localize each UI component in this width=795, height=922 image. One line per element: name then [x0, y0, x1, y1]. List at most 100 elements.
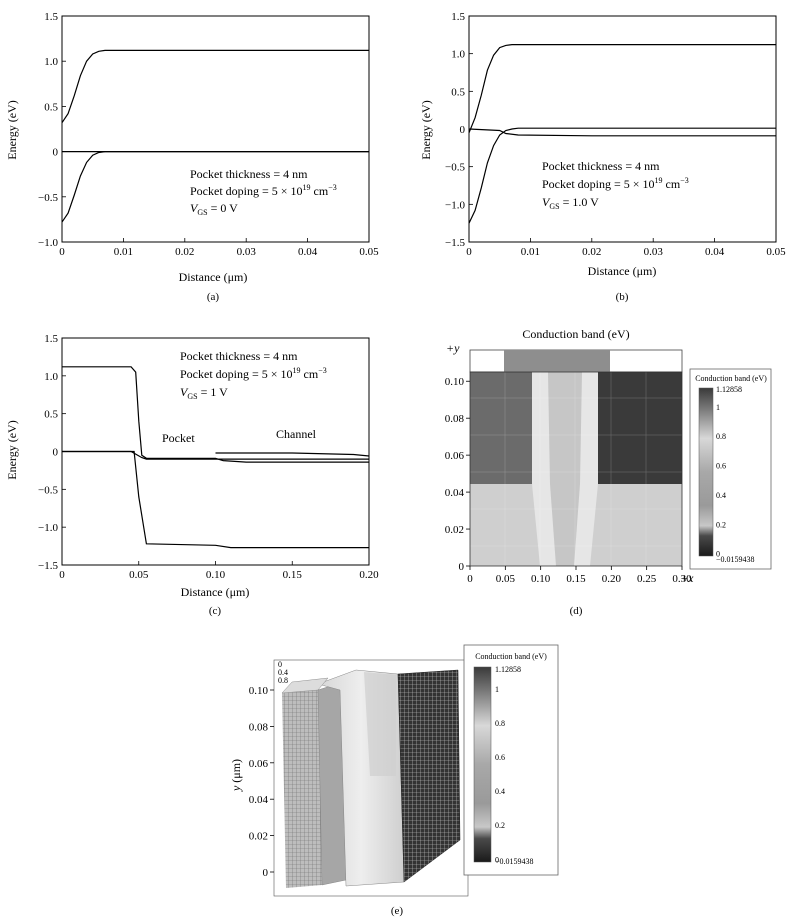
panel-b-xtick-label: 0.01: [521, 246, 540, 258]
panel-a-ytick-label: 1.5: [44, 11, 58, 23]
panel-b-ytick-label: 0: [460, 124, 466, 136]
panel-d-colorbar-tick-label: 0.4: [716, 491, 726, 500]
panel-b-ytick-label: −1.5: [445, 237, 465, 249]
panel-d-colorbar-min: −0.0159438: [716, 555, 755, 564]
panel-a-ylabel: Energy (eV): [5, 100, 19, 159]
panel-e-colorbar-title: Conduction band (eV): [475, 652, 547, 661]
panel-c-ytick-label: 1.0: [44, 371, 58, 383]
panel-e-colorbar-min: −0.0159438: [495, 857, 534, 866]
panel-e-colorbar-tick-label: 0.2: [495, 821, 505, 830]
panel-c: Energy (eV) Distance (μm) (c) Pocket thi…: [5, 349, 327, 617]
panel-b-xtick-label: 0.04: [705, 246, 725, 258]
panel-a-ylabel-text: Energy (eV): [5, 100, 19, 159]
panel-c-label-channel: Channel: [276, 427, 317, 441]
panel-a-ytick-label: 1.0: [44, 56, 58, 68]
panel-b-ylabel: Energy (eV): [419, 100, 433, 159]
panel-d-colorbar-tick-label: 0.6: [716, 462, 726, 471]
panel-d-xtick-label: 0.10: [531, 573, 551, 585]
panel-d-heatmap-left-block: [470, 372, 532, 484]
panel-e-surface: [273, 659, 469, 897]
panel-b-xlabel: Distance (μm): [588, 264, 657, 278]
panel-e-depth-tick-label: 0.4: [278, 668, 288, 677]
panel-d-ytick-label: 0.04: [445, 487, 465, 499]
panel-c-caption: (c): [209, 605, 222, 617]
panel-c-ylabel: Energy (eV): [5, 420, 19, 479]
panel-d-heatmap-gridlines: [470, 372, 682, 566]
panel-c-label-pocket: Pocket: [162, 431, 195, 445]
panel-c-xtick-label: 0.05: [129, 569, 149, 581]
panel-e-colorbar: Conduction band (eV) 1.12858 −0.0159438: [463, 644, 559, 876]
panel-e-ytick-label: 0.02: [249, 831, 268, 843]
panel-e-right-face: [397, 669, 461, 883]
panel-e-ytick-label: 0.10: [249, 685, 269, 697]
panel-e-colorbar-tick-label: 0: [495, 855, 499, 864]
panel-d-ytick-label: 0.08: [445, 413, 465, 425]
panel-e-colorbar-tick-label: 0.4: [495, 787, 505, 796]
panel-d-ytick-label: 0.02: [445, 524, 464, 536]
panel-b-annotation-doping: Pocket doping = 5 × 1019 cm−3: [542, 176, 689, 191]
panel-d-colorbar-title: Conduction band (eV): [695, 374, 767, 383]
panel-d-colorbar-tick-label: 0.8: [716, 432, 726, 441]
panel-c-xtick-label: 0.15: [283, 569, 303, 581]
panel-a-xtick-label: 0.04: [298, 246, 318, 258]
panel-d-xtick-label: 0.15: [566, 573, 586, 585]
panel-a-ytick-label: −1.0: [38, 237, 58, 249]
panel-d-y-axis-label: +y: [446, 341, 460, 355]
panel-c-series-line: [62, 450, 369, 549]
chart-marks: 0 0.01 0.02 0.03 0.04 0.05 −1.0 −0.5 0 0.5 1.0 1.5 0…: [38, 11, 786, 879]
panel-a-xtick-label: 0.02: [175, 246, 194, 258]
panel-b-ytick-label: 1.5: [451, 11, 465, 23]
panel-b-xtick-label: 0: [466, 246, 472, 258]
panel-d-colorbar-gradient: [698, 387, 714, 557]
panel-e-left-face: [282, 690, 322, 888]
panel-d-colorbar-tick-label: 0: [716, 550, 720, 559]
panel-e-colorbar-tick-label: 1: [495, 685, 499, 694]
panel-b-series-line: [468, 128, 776, 137]
panel-a-xtick-label: 0.05: [359, 246, 379, 258]
panel-a-xtick-label: 0.01: [114, 246, 133, 258]
panel-b-xtick-label: 0.03: [644, 246, 664, 258]
panel-e-top-face: [281, 677, 329, 694]
panel-c-xtick-label: 0.20: [359, 569, 379, 581]
panel-e-ridge-shadow: [364, 672, 396, 776]
panel-b-xtick-label: 0.02: [582, 246, 601, 258]
panel-c-xtick-label: 0.10: [206, 569, 226, 581]
panel-b-caption: (b): [616, 291, 629, 303]
panel-d-xtick-label: 0.05: [496, 573, 516, 585]
panel-e-colorbar-max: 1.12858: [495, 665, 521, 674]
panel-e-ytick-label: 0.04: [249, 794, 269, 806]
panel-c-ytick-label: −1.5: [38, 560, 58, 572]
panel-c-annotation-doping: Pocket doping = 5 × 1019 cm−3: [180, 366, 327, 381]
panel-a-annotation-thickness: Pocket thickness = 4 nm: [190, 167, 308, 181]
panel-e-ytick-label: 0.08: [249, 721, 269, 733]
panel-c-series-line: [215, 452, 370, 457]
panel-b-ytick-label: 0.5: [451, 86, 465, 98]
panel-b-series-line: [468, 44, 776, 134]
panel-c-annotation-vgs: VGS = 1 V: [180, 385, 228, 401]
panel-c-series-line: [62, 366, 369, 463]
panel-d-heatmap-ridge-core: [548, 372, 582, 566]
panel-b-ytick-label: −0.5: [445, 162, 465, 174]
panel-b-annotation-thickness: Pocket thickness = 4 nm: [542, 159, 660, 173]
panel-d-heatmap: [469, 371, 683, 567]
panel-e-depth-tick-label: 0.8: [278, 676, 288, 685]
panel-d-ytick-label: 0.06: [445, 450, 465, 462]
panel-b-ytick-label: −1.0: [445, 199, 465, 211]
panel-b-annotation-vgs: VGS = 1.0 V: [542, 195, 599, 211]
panel-e-ylabel: y (μm): [229, 759, 243, 792]
panel-e-caption: (e): [391, 905, 404, 917]
panel-c-ytick-label: −1.0: [38, 522, 58, 534]
panel-d-colorbar-max: 1.12858: [716, 385, 742, 394]
panel-a-annotation-vgs: VGS = 0 V: [190, 201, 238, 217]
panel-c-series-line: [62, 450, 369, 460]
panel-d-xtick-label: 0.25: [637, 573, 657, 585]
panel-a-caption: (a): [207, 291, 220, 303]
panel-e-ytick-label: 0.06: [249, 758, 269, 770]
panel-c-xlabel: Distance (μm): [181, 585, 250, 599]
panel-c-ytick-label: 1.5: [44, 333, 58, 345]
panel-e-colorbar-gradient: [473, 666, 492, 863]
panel-d-colorbar: Conduction band (eV) 1.12858 −0.0159438: [689, 368, 772, 570]
panel-d-heatmap-right-block: [598, 372, 682, 484]
panel-c-xtick-label: 0: [59, 569, 65, 581]
panel-e-colorbar-tick-label: 0.8: [495, 719, 505, 728]
